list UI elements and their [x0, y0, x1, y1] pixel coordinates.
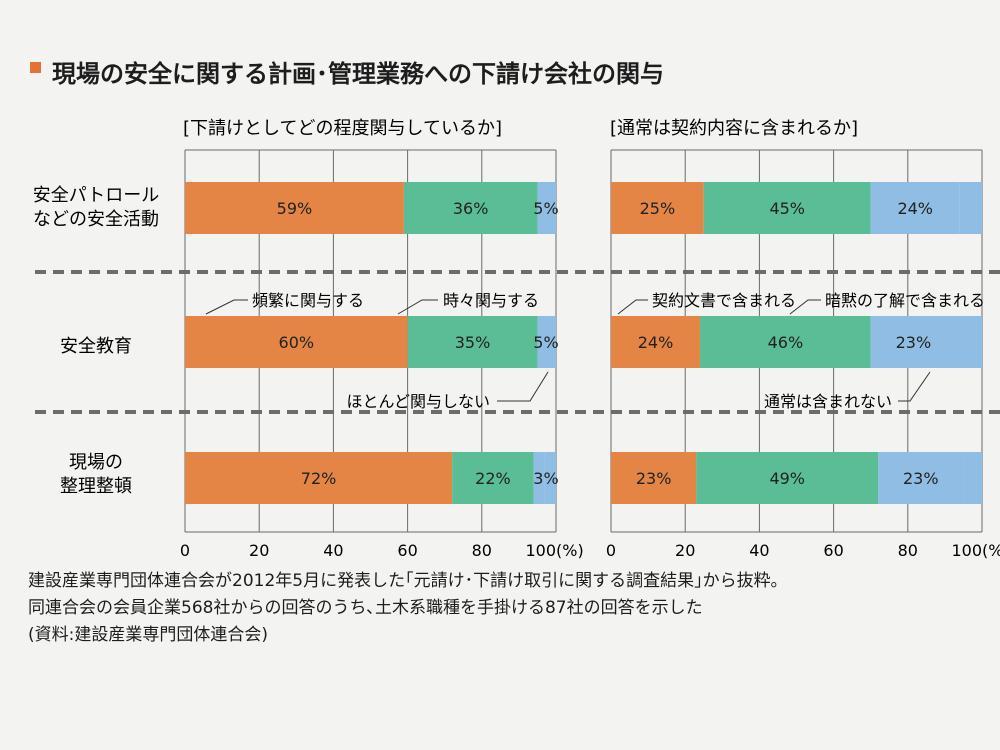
chart-title-text: 現場の安全に関する計画･管理業務への下請け会社の関与 [52, 60, 664, 88]
bar-0-row1-seg1 [407, 316, 538, 368]
bar-1-row0-remainder [959, 182, 982, 234]
axis-unit-1: (%) [982, 541, 1000, 560]
data-label-1-row1-seg2: 23% [896, 333, 932, 352]
bar-1-row2-remainder [963, 452, 982, 504]
category-label-0-line-0: 安全パトロール [33, 185, 160, 206]
data-label-1-row0-seg2: 24% [897, 199, 933, 218]
tick-label-0-4: 80 [472, 541, 492, 560]
bar-1-row0-seg0 [611, 182, 704, 234]
data-label-0-row1-seg0: 60% [279, 333, 315, 352]
bar-0-row0-seg1 [403, 182, 538, 234]
legend-label-1-0: 契約文書で含まれる [652, 291, 796, 310]
category-label-0-line-1: などの安全活動 [33, 209, 159, 230]
data-label-1-row1-seg0: 24% [638, 333, 674, 352]
bar-0-row2-seg0 [185, 452, 453, 504]
data-label-0-row2-seg1: 22% [475, 469, 511, 488]
legend-label-1-1: 暗黙の了解で含まれる [825, 291, 985, 310]
tick-label-0-3: 60 [397, 541, 417, 560]
data-label-0-row0-seg0: 59% [277, 199, 313, 218]
leader-line-1-0 [617, 299, 648, 315]
bar-1-row0-seg2 [870, 182, 960, 234]
bar-0-row0-seg0 [185, 182, 404, 234]
tick-label-1-1: 20 [675, 541, 695, 560]
data-label-1-row2-seg2: 23% [903, 469, 939, 488]
tick-label-1-3: 60 [823, 541, 843, 560]
legend-label-0-2: ほとんど関与しない [346, 392, 490, 411]
data-label-1-row0-seg1: 45% [769, 199, 805, 218]
category-label-1-line-0: 安全教育 [60, 336, 132, 357]
tick-label-1-4: 80 [898, 541, 918, 560]
bar-0-row2-seg1 [452, 452, 534, 504]
tick-label-0-5: 100 [525, 541, 556, 560]
data-label-1-row2-seg1: 49% [769, 469, 805, 488]
bar-1-row0-seg1 [703, 182, 871, 234]
bar-1-row1-seg1 [700, 316, 871, 368]
leader-line-0-2 [497, 371, 549, 402]
tick-label-1-2: 40 [749, 541, 769, 560]
tick-label-1-5: 100 [951, 541, 982, 560]
source-note-3: (資料:建設産業専門団体連合会) [28, 625, 268, 645]
legend-label-1-2: 通常は含まれない [764, 392, 892, 411]
bar-0-row1-seg2 [537, 316, 556, 368]
bar-1-row2-seg1 [696, 452, 879, 504]
panel-title-0: [下請けとしてどの程度関与しているか] [183, 118, 502, 139]
source-note-2: 同連合会の会員企業568社からの回答のうち､土木系職種を手掛ける87社の回答を示… [28, 598, 703, 618]
data-label-0-row0-seg2: 5% [533, 199, 558, 218]
bar-0-row0-seg2 [537, 182, 556, 234]
category-label-2-line-1: 整理整頓 [60, 476, 132, 497]
tick-label-0-1: 20 [249, 541, 269, 560]
title-marker-square [30, 62, 41, 73]
tick-label-0-0: 0 [180, 541, 190, 560]
data-label-1-row2-seg0: 23% [636, 469, 672, 488]
bar-1-row1-seg0 [611, 316, 701, 368]
leader-line-1-1 [789, 299, 821, 315]
bar-0-row1-seg0 [185, 316, 408, 368]
data-label-0-row0-seg1: 36% [453, 199, 489, 218]
axis-unit-0: (%) [556, 541, 584, 560]
bar-0-row2-remainder [544, 452, 556, 504]
leader-line-0-0 [205, 299, 248, 315]
data-label-0-row2-seg2: 3% [533, 469, 558, 488]
data-label-0-row2-seg0: 72% [301, 469, 337, 488]
tick-label-1-0: 0 [606, 541, 616, 560]
bar-1-row1-seg2 [870, 316, 957, 368]
data-label-0-row1-seg1: 35% [455, 333, 491, 352]
leader-line-0-1 [397, 299, 438, 315]
legend-label-0-1: 時々関与する [443, 291, 539, 310]
source-note-1: 建設産業専門団体連合会が2012年5月に発表した｢元請け･下請け取引に関する調査… [28, 571, 780, 591]
panel-title-1: [通常は契約内容に含まれるか] [610, 118, 858, 139]
data-label-1-row1-seg1: 46% [768, 333, 804, 352]
tick-label-0-2: 40 [323, 541, 343, 560]
bar-1-row2-seg0 [611, 452, 697, 504]
bar-1-row2-seg2 [878, 452, 964, 504]
data-label-0-row1-seg2: 5% [533, 333, 558, 352]
leader-line-1-2 [898, 371, 931, 402]
bar-1-row1-remainder [956, 316, 982, 368]
data-label-1-row0-seg0: 25% [640, 199, 676, 218]
bar-0-row2-seg2 [533, 452, 545, 504]
category-label-2-line-0: 現場の [69, 452, 123, 473]
legend-label-0-0: 頻繁に関与する [252, 291, 364, 310]
